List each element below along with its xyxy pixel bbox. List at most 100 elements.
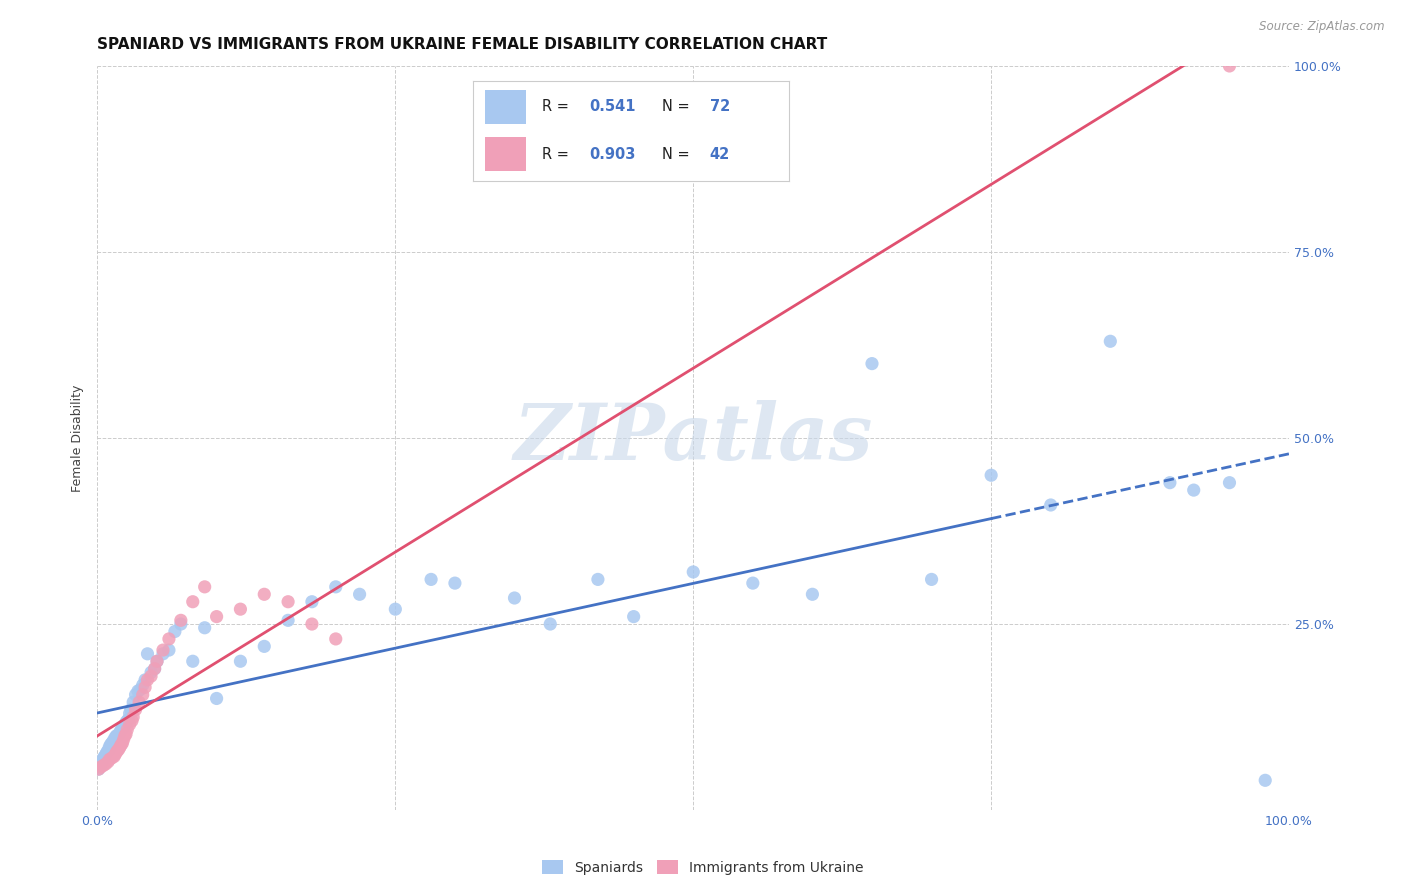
Point [229,654,252,668]
Point [121,714,143,728]
Legend: Spaniards, Immigrants from Ukraine: Spaniards, Immigrants from Ukraine [537,855,869,880]
Point [122,710,145,724]
Point [623,609,645,624]
Point [101,734,124,748]
Point [384,602,406,616]
Point [253,587,276,601]
Point [96,745,118,759]
Point [104,730,127,744]
Point [301,595,323,609]
Point [93,749,115,764]
Point [108,739,131,754]
Point [152,643,174,657]
Point [325,580,347,594]
Point [97,743,120,757]
Point [94,756,117,771]
Point [134,681,156,695]
Point [114,729,136,743]
Point [128,695,150,709]
Point [124,703,146,717]
Point [860,357,883,371]
Point [108,725,131,739]
Point [129,682,152,697]
Point [108,727,131,741]
Point [120,703,142,717]
Point [100,738,122,752]
Point [112,720,135,734]
Point [1218,59,1240,73]
Point [181,595,204,609]
Point [157,632,180,646]
Point [98,739,121,754]
Point [136,673,159,687]
Point [93,751,115,765]
Point [118,706,141,721]
Point [110,738,132,752]
Point [157,643,180,657]
Point [93,758,115,772]
Point [115,727,138,741]
Point [301,617,323,632]
Point [118,717,141,731]
Point [980,468,1002,483]
Point [97,755,120,769]
Text: ZIPatlas: ZIPatlas [513,400,873,476]
Point [90,760,112,774]
Point [921,573,943,587]
Point [143,662,166,676]
Point [136,647,159,661]
Point [89,758,111,772]
Point [100,736,122,750]
Point [194,621,217,635]
Point [586,573,609,587]
Point [444,576,467,591]
Point [87,762,110,776]
Point [139,665,162,680]
Point [1039,498,1062,512]
Point [194,580,217,594]
Point [91,755,114,769]
Point [132,678,155,692]
Point [98,742,121,756]
Point [139,669,162,683]
Point [124,688,146,702]
Point [103,749,125,764]
Point [682,565,704,579]
Point [117,712,139,726]
Point [110,723,132,737]
Point [115,714,138,728]
Point [277,613,299,627]
Point [115,723,138,737]
Point [152,647,174,661]
Point [93,752,115,766]
Point [1099,334,1122,349]
Point [105,729,128,743]
Point [170,617,193,632]
Point [104,747,127,762]
Point [94,747,117,762]
Point [107,743,129,757]
Point [115,715,138,730]
Point [325,632,347,646]
Point [114,717,136,731]
Point [229,602,252,616]
Point [108,742,131,756]
Point [538,617,561,632]
Point [181,654,204,668]
Point [170,613,193,627]
Point [112,732,135,747]
Point [1159,475,1181,490]
Point [122,695,145,709]
Point [146,654,169,668]
Point [146,654,169,668]
Point [127,684,149,698]
Point [205,609,228,624]
Point [100,751,122,765]
Text: SPANIARD VS IMMIGRANTS FROM UKRAINE FEMALE DISABILITY CORRELATION CHART: SPANIARD VS IMMIGRANTS FROM UKRAINE FEMA… [97,37,828,53]
Point [1254,773,1277,788]
Point [111,736,134,750]
Point [143,662,166,676]
Point [103,732,125,747]
Point [277,595,299,609]
Point [1218,475,1240,490]
